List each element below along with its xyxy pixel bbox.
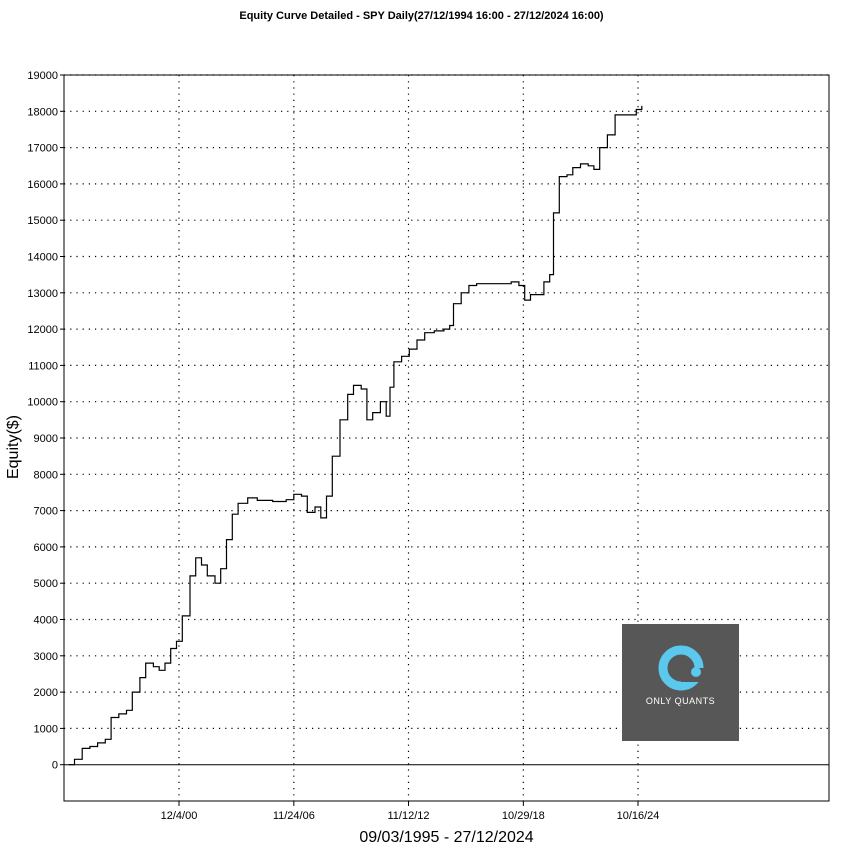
x-tick-label: 10/29/18: [502, 810, 545, 822]
x-axis-label: 09/03/1995 - 27/12/2024: [359, 829, 534, 846]
y-tick-label: 15000: [27, 215, 58, 227]
plot-frame: [63, 74, 830, 802]
logo-text: ONLY QUANTS: [645, 696, 716, 706]
y-tick-label: 4000: [34, 615, 58, 627]
y-tick-label: 17000: [27, 143, 58, 155]
x-tick-label: 11/12/12: [387, 810, 429, 822]
y-tick-label: 8000: [34, 469, 58, 481]
y-tick-label: 5000: [34, 578, 58, 590]
chart-title: Equity Curve Detailed - SPY Daily(27/12/…: [239, 10, 604, 22]
y-tick-label: 9000: [34, 433, 58, 445]
y-tick-label: 18000: [27, 106, 58, 118]
y-tick-label: 12000: [27, 324, 58, 336]
only-quants-logo: ONLY QUANTS: [622, 624, 739, 741]
x-tick-label: 12/4/00: [161, 810, 198, 822]
y-tick-label: 7000: [34, 506, 58, 518]
y-tick-label: 14000: [27, 252, 58, 264]
y-tick-label: 10000: [27, 397, 58, 409]
y-tick-label: 3000: [34, 651, 58, 663]
y-tick-label: 0: [52, 760, 58, 772]
y-tick-label: 1000: [34, 723, 58, 735]
y-tick-label: 6000: [34, 542, 58, 554]
x-tick-label: 10/16/24: [617, 810, 660, 822]
x-tick-label: 11/24/06: [273, 810, 315, 822]
equity-curve-line: [68, 105, 643, 766]
y-tick-label: 19000: [27, 70, 58, 82]
y-tick-label: 11000: [28, 360, 58, 372]
y-tick-label: 16000: [27, 179, 58, 191]
y-tick-label: 13000: [27, 288, 58, 300]
y-tick-label: 2000: [34, 687, 58, 699]
logo-ring-icon: [658, 645, 707, 691]
